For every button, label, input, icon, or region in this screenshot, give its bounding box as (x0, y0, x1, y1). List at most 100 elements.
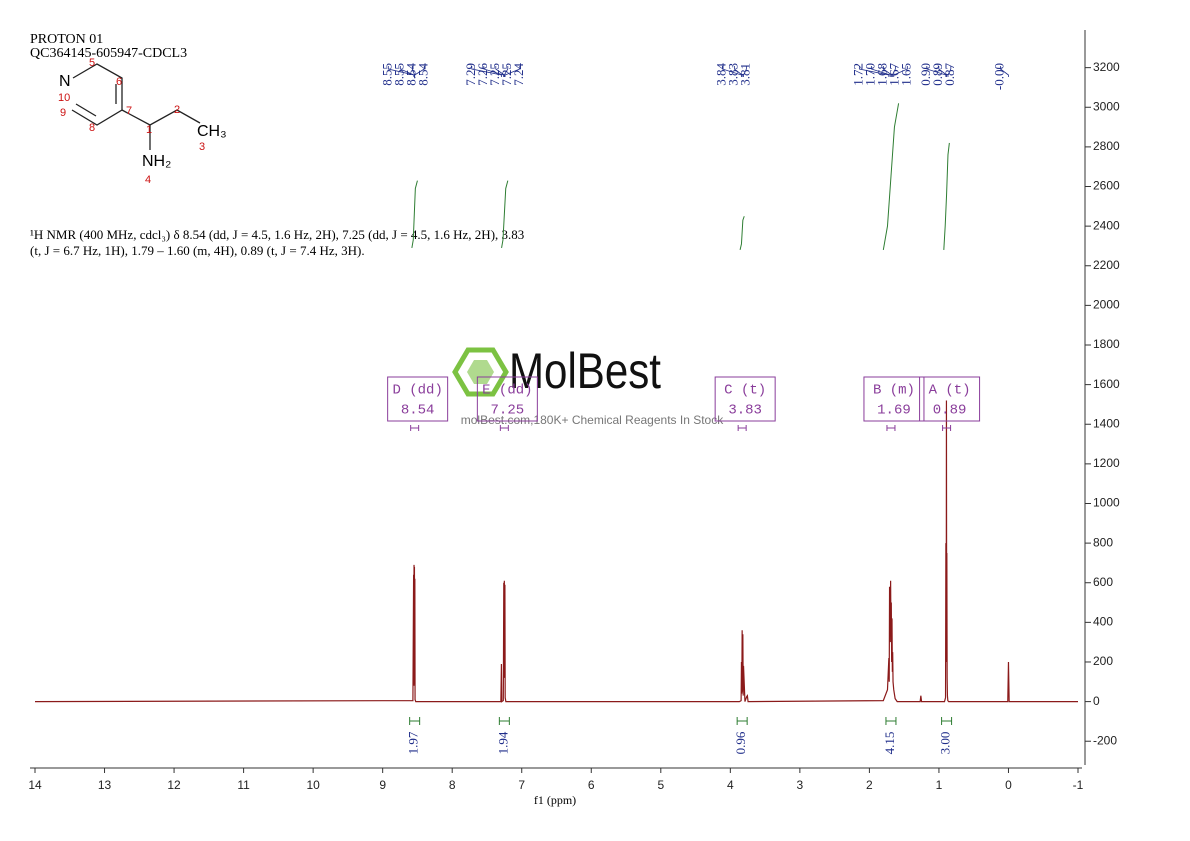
peak-label: 0.89 (930, 63, 945, 86)
integral-range (409, 717, 421, 725)
multiplet-box (387, 376, 449, 422)
watermark: MolBest molBest.com,180K+ Chemical Reage… (452, 343, 724, 427)
peak-connector (743, 66, 747, 77)
peak-label: 7.26 (475, 63, 490, 86)
x-tick-label: 7 (518, 778, 525, 792)
atom-number: 7 (126, 105, 132, 117)
x-tick-label: 13 (98, 778, 112, 792)
x-tick-label: 14 (28, 778, 42, 792)
peak-label: 8.55 (379, 63, 394, 86)
x-tick-label: 6 (588, 778, 595, 792)
peak-connector (399, 66, 415, 77)
watermark-logo (467, 360, 494, 384)
sample-id: QC364145-605947-CDCL3 (30, 46, 187, 61)
y-tick-label: 1200 (1093, 456, 1120, 470)
peak-label: -0.00 (991, 63, 1006, 90)
integral-range (885, 717, 897, 725)
peak-label: 1.72 (850, 63, 865, 86)
peak-connector (882, 66, 893, 77)
peak-connector (483, 66, 505, 77)
y-tick-label: 2200 (1093, 258, 1120, 272)
peak-label: 1.68 (874, 63, 889, 86)
double-bonds (75, 84, 117, 117)
x-tick-label: 8 (449, 778, 456, 792)
multiplet-range (737, 425, 747, 431)
x-tick-label: 0 (1005, 778, 1012, 792)
multiplet-name: D (dd) (392, 383, 442, 399)
peak-label: 7.24 (511, 63, 526, 86)
x-tick-label: 1 (936, 778, 943, 792)
multiplet-range (499, 425, 509, 431)
x-tick-label: 4 (727, 778, 734, 792)
x-axis-title: f1 (ppm) (534, 793, 576, 807)
integral-value: 4.15 (882, 732, 897, 755)
multiplet-box (863, 376, 925, 422)
multiplet-range (410, 425, 420, 431)
y-tick-label: 3000 (1093, 99, 1120, 113)
peak-label: 7.29 (463, 63, 478, 86)
integral-curve (501, 180, 509, 249)
multiplet-shift: 0.89 (933, 403, 967, 419)
peak-connector (858, 66, 890, 77)
multiplet-name: E (dd) (482, 383, 532, 399)
peak-label: 8.55 (391, 63, 406, 86)
nmr-description: (t, J = 6.7 Hz, 1H), 1.79 – 1.60 (m, 4H)… (30, 243, 365, 258)
nmr-description: ¹H NMR (400 MHz, cdcl₃) δ 8.54 (dd, J = … (30, 227, 524, 242)
integral-value: 1.94 (495, 731, 510, 754)
x-tick-label: 10 (306, 778, 320, 792)
peak-label: 1.70 (862, 63, 877, 86)
atom-number: 9 (60, 107, 66, 119)
y-tick-label: 1400 (1093, 416, 1120, 430)
molecule: N 5 6 10 9 8 7 1 2 CH₃ 3 NH₂ 4 (58, 57, 227, 186)
x-tick-label: 9 (379, 778, 386, 792)
x-tick-label: 3 (797, 778, 804, 792)
atom-number: 6 (116, 76, 122, 88)
y-tick-label: 3200 (1093, 60, 1120, 74)
atom-number: 2 (174, 104, 180, 116)
atom-number: 4 (145, 174, 151, 186)
x-tick-label: 2 (866, 778, 873, 792)
x-tick-label: 12 (167, 778, 181, 792)
atom-label: CH₃ (197, 123, 227, 140)
atom-number: 8 (89, 122, 95, 134)
peak-label: 7.25 (487, 63, 502, 86)
atom-label: N (59, 73, 71, 90)
peak-label: 8.54 (415, 63, 430, 86)
y-tick-label: 200 (1093, 654, 1113, 668)
peak-connector (721, 66, 742, 77)
watermark-brand: MolBest (509, 343, 661, 399)
atom-number: 10 (58, 92, 70, 104)
multiplet-box (919, 376, 981, 422)
peak-connector (891, 66, 896, 77)
atom-label: NH₂ (142, 153, 171, 170)
watermark-logo (452, 347, 509, 397)
multiplet-name: A (t) (929, 383, 971, 399)
integral-curve (882, 103, 900, 250)
peak-label: 0.87 (942, 63, 957, 86)
atom-number: 1 (146, 124, 152, 136)
atom-number: 3 (199, 141, 205, 153)
multiplet-range (886, 425, 896, 431)
peak-connector (414, 66, 425, 77)
spectrum (34, 400, 1078, 703)
peak-label: 1.67 (886, 63, 901, 86)
y-tick-label: 1000 (1093, 496, 1120, 510)
multiplet-shift: 1.69 (877, 403, 911, 419)
y-tick-label: 2800 (1093, 139, 1120, 153)
y-tick-label: 2000 (1093, 298, 1120, 312)
peak-label: 0.90 (918, 63, 933, 86)
integral-range (941, 717, 953, 725)
integral-range (736, 717, 748, 725)
peak-connector (870, 66, 891, 77)
x-tick-label: -1 (1073, 778, 1084, 792)
multiplet-name: B (m) (873, 383, 915, 399)
peak-label: 8.54 (403, 63, 418, 86)
ring-bonds (71, 63, 123, 126)
watermark-tagline: molBest.com,180K+ Chemical Reagents In S… (461, 413, 724, 427)
multiplet-box (714, 376, 776, 422)
peak-connector (893, 66, 908, 77)
multiplet-shift: 8.54 (401, 403, 435, 419)
peak-connector (1000, 66, 1009, 77)
peak-label: 3.83 (725, 63, 740, 86)
